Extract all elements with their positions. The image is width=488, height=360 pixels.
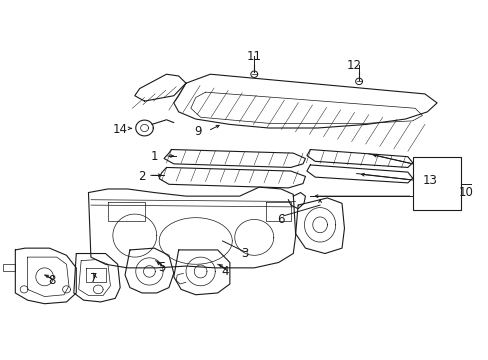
Text: 14: 14 xyxy=(112,123,127,136)
Text: 4: 4 xyxy=(221,265,228,278)
Text: 7: 7 xyxy=(89,272,97,285)
Text: 3: 3 xyxy=(240,247,248,260)
Text: 8: 8 xyxy=(48,274,56,287)
Bar xyxy=(412,157,461,211)
Text: 5: 5 xyxy=(158,261,165,274)
Text: 2: 2 xyxy=(138,170,145,183)
Text: 6: 6 xyxy=(277,213,284,226)
Text: 9: 9 xyxy=(194,125,202,138)
Text: 11: 11 xyxy=(246,50,261,63)
Text: 13: 13 xyxy=(422,174,436,186)
Text: 12: 12 xyxy=(346,59,361,72)
Text: 1: 1 xyxy=(150,150,158,163)
Text: 10: 10 xyxy=(458,186,473,199)
